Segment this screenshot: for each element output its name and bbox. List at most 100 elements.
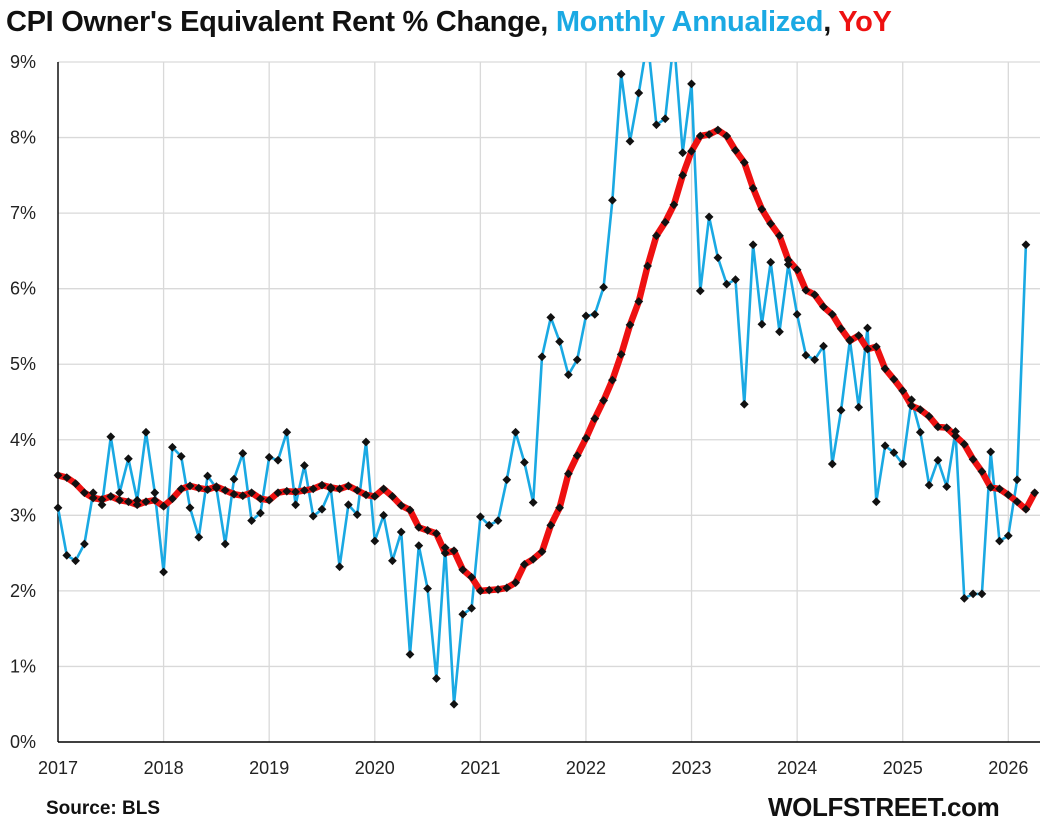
point-monthly-annualized	[863, 323, 872, 333]
point-monthly-annualized	[247, 516, 256, 525]
point-yoy	[687, 146, 696, 156]
point-monthly-annualized	[141, 427, 151, 437]
point-monthly-annualized	[959, 594, 969, 603]
point-monthly-annualized	[924, 480, 934, 490]
x-tick-label: 2025	[883, 758, 923, 778]
point-monthly-annualized	[502, 475, 512, 485]
point-monthly-annualized	[634, 88, 644, 98]
point-yoy	[203, 485, 212, 494]
point-monthly-annualized	[520, 458, 529, 467]
x-axis-tick-labels: 2017 2018 2019 2020 2021 2022 2023 2024 2025 2026	[38, 758, 1028, 778]
point-yoy	[352, 486, 362, 495]
point-yoy	[291, 487, 300, 497]
point-monthly-annualized	[748, 240, 758, 250]
point-monthly-annualized	[995, 536, 1004, 546]
point-monthly-annualized	[229, 474, 239, 484]
point-yoy	[511, 578, 520, 587]
point-monthly-annualized	[792, 310, 802, 319]
x-tick-label: 2022	[566, 758, 606, 778]
point-yoy	[537, 547, 547, 556]
point-yoy	[264, 495, 274, 505]
point-yoy	[317, 480, 327, 490]
title-yoy: YoY	[838, 6, 892, 38]
point-yoy	[933, 422, 943, 432]
point-monthly-annualized	[757, 319, 767, 329]
point-monthly-annualized	[1021, 240, 1031, 250]
y-tick-label: 7%	[10, 203, 36, 223]
point-monthly-annualized	[379, 510, 388, 520]
point-yoy	[546, 520, 556, 530]
point-monthly-annualized	[282, 427, 292, 437]
point-monthly-annualized	[423, 584, 432, 593]
point-monthly-annualized	[1012, 475, 1022, 485]
point-monthly-annualized	[220, 539, 230, 549]
point-monthly-annualized	[827, 459, 837, 469]
x-tick-label: 2017	[38, 758, 78, 778]
point-yoy	[194, 483, 204, 493]
y-tick-label: 1%	[10, 656, 36, 676]
point-yoy	[405, 505, 415, 515]
point-monthly-annualized	[467, 603, 476, 613]
x-tick-label: 2023	[672, 758, 712, 778]
point-yoy	[616, 350, 626, 359]
point-yoy	[484, 585, 494, 595]
point-monthly-annualized	[414, 541, 424, 550]
title-monthly-annualized: Monthly Annualized	[555, 6, 824, 38]
point-yoy	[942, 423, 952, 433]
title-separator: ,	[823, 6, 839, 38]
x-tick-label: 2019	[249, 758, 289, 778]
y-tick-label: 3%	[10, 505, 36, 525]
point-monthly-annualized	[97, 500, 107, 510]
point-monthly-annualized	[458, 609, 468, 619]
x-tick-label: 2021	[460, 758, 500, 778]
x-tick-label: 2018	[144, 758, 184, 778]
point-monthly-annualized	[915, 427, 925, 437]
y-tick-label: 8%	[10, 128, 36, 148]
point-yoy	[414, 523, 424, 532]
point-yoy	[907, 401, 916, 411]
point-monthly-annualized	[344, 500, 353, 510]
point-monthly-annualized	[704, 212, 714, 222]
point-monthly-annualized	[670, 35, 679, 44]
point-yoy	[141, 497, 151, 507]
plot-area	[53, 35, 1040, 709]
point-monthly-annualized	[898, 459, 908, 469]
point-monthly-annualized	[256, 508, 265, 518]
point-yoy	[880, 364, 890, 374]
horizontal-gridlines	[58, 61, 1040, 668]
point-monthly-annualized	[308, 511, 318, 521]
point-monthly-annualized	[599, 282, 608, 292]
point-monthly-annualized	[273, 455, 283, 465]
point-yoy	[581, 433, 591, 443]
y-tick-label: 2%	[10, 581, 36, 601]
point-monthly-annualized	[53, 503, 63, 513]
point-yoy	[792, 265, 802, 275]
x-tick-label: 2026	[988, 758, 1028, 778]
point-monthly-annualized	[977, 589, 987, 599]
point-yoy	[871, 342, 881, 352]
point-yoy	[388, 492, 397, 501]
point-monthly-annualized	[440, 543, 450, 553]
point-monthly-annualized	[449, 699, 459, 709]
point-monthly-annualized	[695, 286, 705, 296]
series-line-monthly-annualized	[56, 62, 1028, 706]
point-monthly-annualized	[986, 447, 996, 457]
y-axis-tick-labels: 0% 1% 2% 3% 4% 5% 6% 7% 8% 9%	[10, 52, 36, 752]
point-monthly-annualized	[766, 257, 776, 267]
point-monthly-annualized	[889, 448, 899, 457]
point-yoy	[432, 529, 441, 538]
point-monthly-annualized	[432, 674, 441, 683]
point-yoy	[300, 486, 309, 495]
point-monthly-annualized	[476, 512, 485, 522]
point-yoy	[344, 481, 353, 491]
point-yoy	[986, 483, 996, 492]
point-monthly-annualized	[317, 504, 327, 514]
point-monthly-annualized	[968, 589, 978, 599]
y-tick-label: 5%	[10, 354, 36, 374]
point-yoy	[379, 484, 388, 494]
point-monthly-annualized	[616, 69, 626, 79]
series-line-yoy	[54, 126, 1038, 595]
point-monthly-annualized	[493, 516, 503, 525]
point-monthly-annualized	[942, 482, 952, 491]
point-monthly-annualized	[625, 136, 635, 146]
